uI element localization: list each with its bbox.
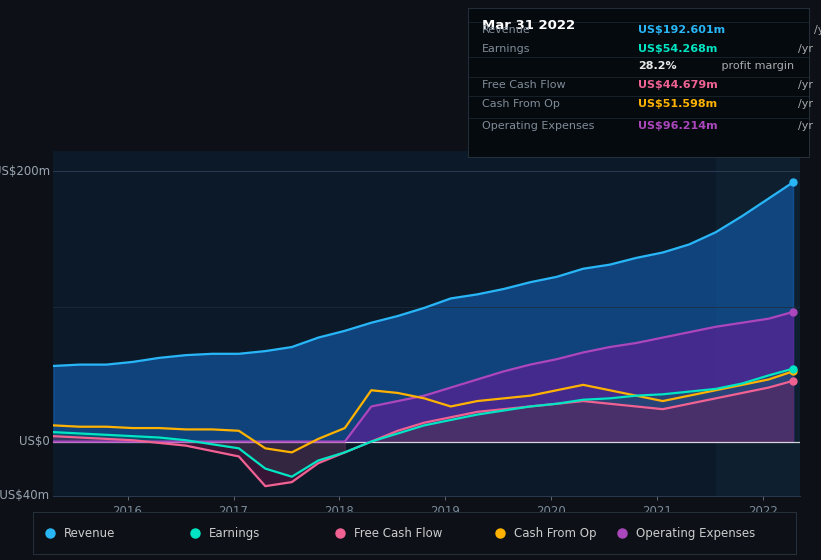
Bar: [716, 151, 811, 496]
Text: Cash From Op: Cash From Op: [514, 527, 596, 540]
Text: /yr: /yr: [814, 25, 821, 35]
Text: /yr: /yr: [799, 44, 814, 54]
Text: US$0: US$0: [19, 435, 49, 448]
Text: Free Cash Flow: Free Cash Flow: [482, 80, 565, 90]
Text: Revenue: Revenue: [63, 527, 115, 540]
Text: /yr: /yr: [799, 122, 814, 132]
Text: /yr: /yr: [799, 80, 814, 90]
Text: Operating Expenses: Operating Expenses: [636, 527, 755, 540]
Text: Revenue: Revenue: [482, 25, 530, 35]
Text: Cash From Op: Cash From Op: [482, 99, 559, 109]
Text: Mar 31 2022: Mar 31 2022: [482, 19, 575, 32]
Text: US$51.598m: US$51.598m: [639, 99, 718, 109]
Text: 28.2%: 28.2%: [639, 60, 677, 71]
Text: US$96.214m: US$96.214m: [639, 122, 718, 132]
Text: /yr: /yr: [799, 99, 814, 109]
Text: US$44.679m: US$44.679m: [639, 80, 718, 90]
Text: -US$40m: -US$40m: [0, 489, 49, 502]
Text: Operating Expenses: Operating Expenses: [482, 122, 594, 132]
Text: US$54.268m: US$54.268m: [639, 44, 718, 54]
Text: profit margin: profit margin: [718, 60, 795, 71]
Text: Earnings: Earnings: [209, 527, 259, 540]
Text: Free Cash Flow: Free Cash Flow: [354, 527, 442, 540]
Text: Earnings: Earnings: [482, 44, 530, 54]
Text: US$200m: US$200m: [0, 165, 49, 178]
Text: US$192.601m: US$192.601m: [639, 25, 726, 35]
